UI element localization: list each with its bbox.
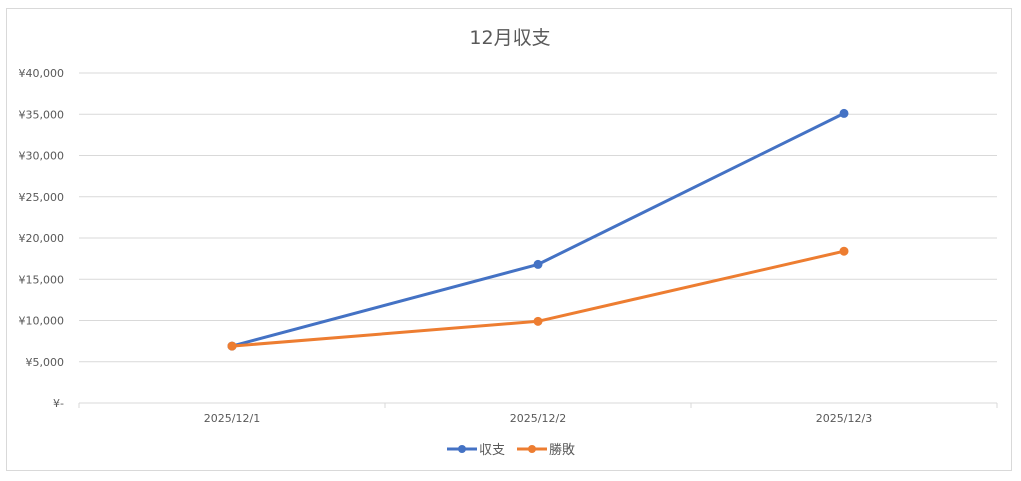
x-tick-label: 2025/12/3 xyxy=(816,412,872,425)
data-point xyxy=(839,246,849,256)
y-tick-label: ¥- xyxy=(53,397,64,410)
data-point xyxy=(533,259,543,269)
data-point xyxy=(533,316,543,326)
legend-label: 勝敗 xyxy=(549,443,575,458)
y-tick-label: ¥10,000 xyxy=(19,315,65,328)
y-tick-label: ¥30,000 xyxy=(19,150,65,163)
data-point xyxy=(227,341,237,351)
x-tick-label: 2025/12/1 xyxy=(204,412,260,425)
chart-title: 12月収支 xyxy=(469,27,550,49)
series-line xyxy=(230,111,846,348)
legend-marker xyxy=(528,445,536,453)
legend-label: 収支 xyxy=(479,443,505,458)
y-tick-label: ¥40,000 xyxy=(19,67,65,80)
data-point xyxy=(839,108,849,118)
series-layer xyxy=(227,108,849,351)
y-tick-label: ¥15,000 xyxy=(19,273,65,286)
legend-marker xyxy=(458,445,466,453)
legend: 収支 勝敗 xyxy=(447,443,575,458)
y-tick-label: ¥35,000 xyxy=(19,108,65,121)
axes: ¥- ¥5,000 ¥10,000 ¥15,000 ¥20,000 ¥25,000 ¥30,… xyxy=(19,67,998,425)
y-tick-label: ¥20,000 xyxy=(19,232,65,245)
chart-frame xyxy=(6,8,1012,471)
x-tick-label: 2025/12/2 xyxy=(510,412,566,425)
y-tick-label: ¥5,000 xyxy=(26,356,65,369)
y-tick-label: ¥25,000 xyxy=(19,191,65,204)
